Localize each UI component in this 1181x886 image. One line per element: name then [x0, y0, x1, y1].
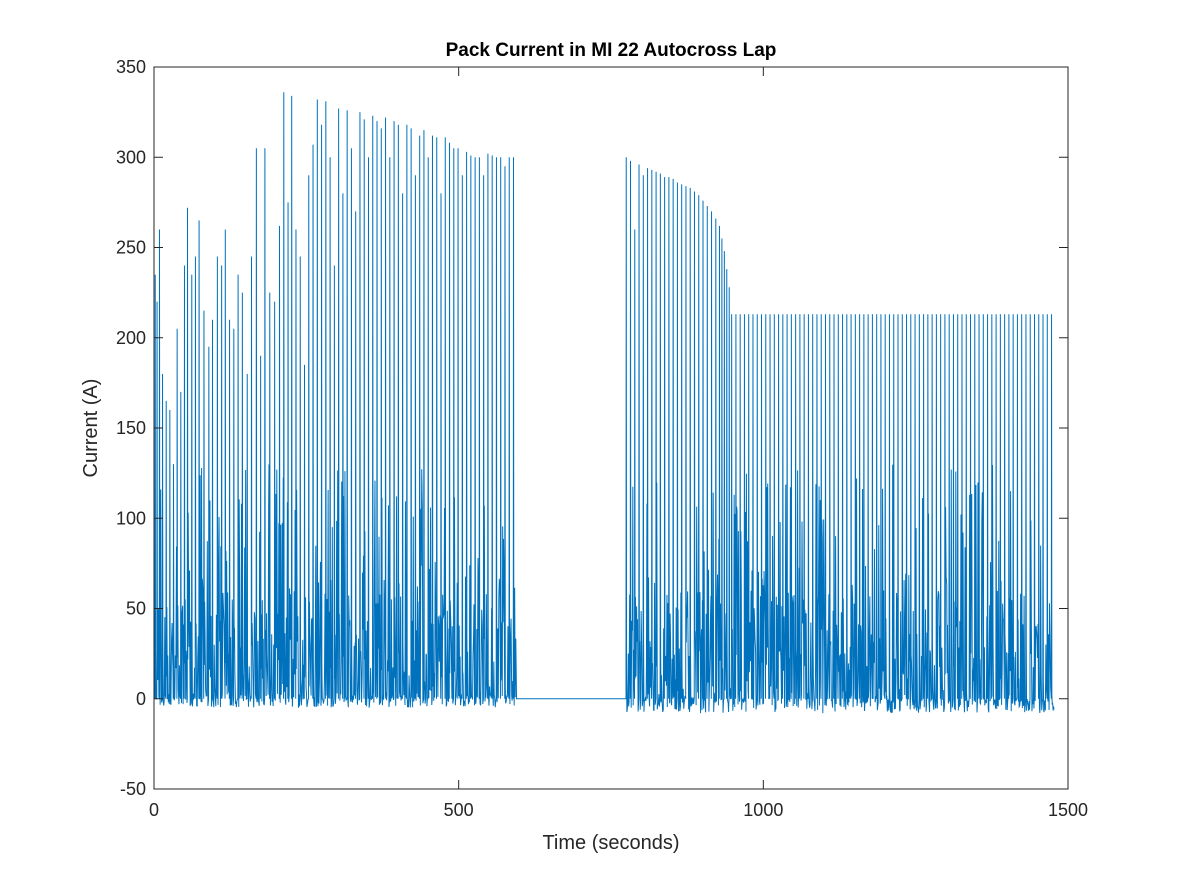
x-tick-label: 1500	[1048, 800, 1088, 820]
x-tick-label: 1000	[743, 800, 783, 820]
y-tick-label: 350	[116, 57, 146, 77]
y-tick-label: 100	[116, 508, 146, 528]
y-tick-label: 250	[116, 238, 146, 258]
y-tick-label: -50	[120, 779, 146, 799]
y-tick-label: 50	[126, 599, 146, 619]
x-axis-label: Time (seconds)	[542, 832, 679, 854]
x-tick-label: 500	[444, 800, 474, 820]
chart-title: Pack Current in MI 22 Autocross Lap	[446, 40, 777, 61]
y-axis-label: Current (A)	[80, 379, 102, 478]
y-tick-label: 150	[116, 418, 146, 438]
y-tick-label: 300	[116, 147, 146, 167]
x-tick-label: 0	[149, 800, 159, 820]
y-tick-label: 0	[136, 689, 146, 709]
y-tick-label: 200	[116, 328, 146, 348]
series-line-pack-current	[154, 92, 1055, 714]
